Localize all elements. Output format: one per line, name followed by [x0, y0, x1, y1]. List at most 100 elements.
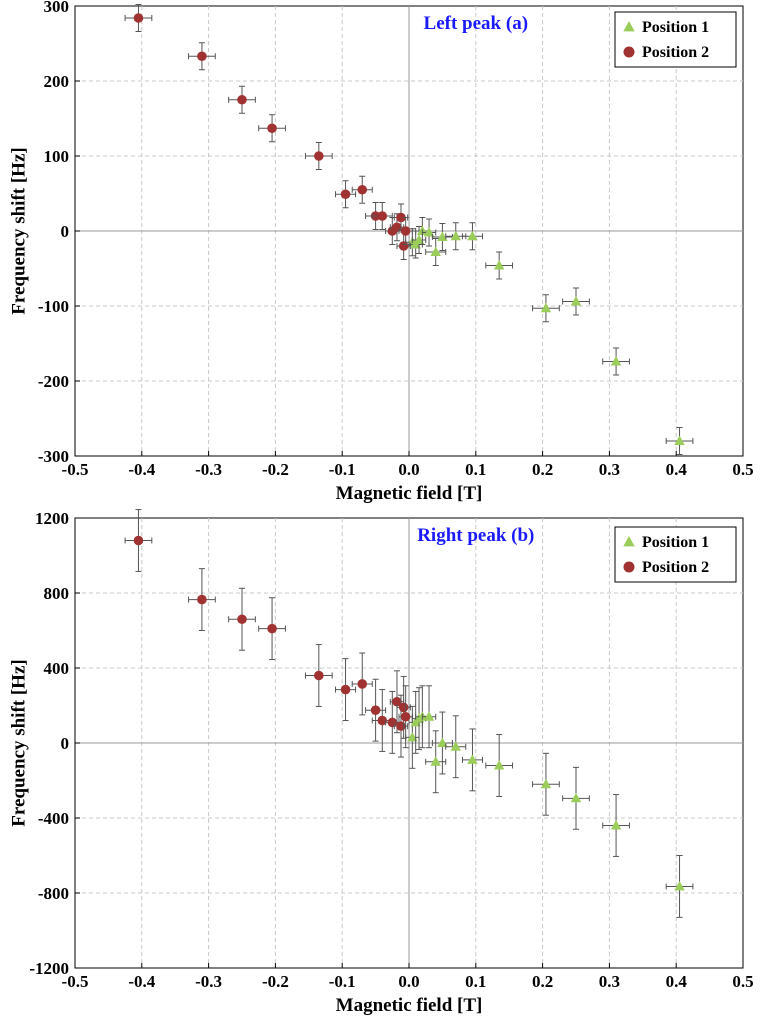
chart-panel-left-peak: -0.5 -0.4 -0.3 -0.2 -0.1 0.0 0.1 0.2 0.3 0.4 0.5 -… [8, 0, 753, 504]
legend: Position 1 Position 2 [614, 526, 737, 583]
data-point-position-2 [357, 184, 368, 195]
data-point-position-2 [340, 684, 351, 695]
data-point-position-1 [423, 711, 435, 721]
legend-label-position-2: Position 2 [642, 44, 709, 61]
data-point-position-2 [398, 241, 409, 251]
error-bar [258, 114, 286, 143]
y-tick-label: -100 [38, 297, 69, 316]
x-tick-label: 0.4 [666, 972, 688, 991]
x-tick-label: 0.2 [532, 972, 553, 991]
legend-circle-icon [623, 46, 635, 58]
data-point-position-2 [398, 702, 409, 713]
x-tick-label: -0.1 [329, 972, 356, 991]
y-tick-label: 0 [61, 222, 70, 241]
data-point-position-2 [267, 123, 277, 134]
x-tick-label: -0.3 [195, 972, 222, 991]
x-tick-label: 0.5 [732, 460, 753, 479]
data-point-position-2 [357, 679, 368, 689]
y-tick-label: 100 [44, 147, 70, 166]
data-point-position-2 [392, 696, 402, 707]
data-point-position-2 [400, 226, 411, 236]
data-point-position-2 [267, 623, 277, 634]
data-point-position-1 [423, 227, 435, 237]
data-point-position-2 [237, 94, 247, 105]
legend-label-position-1: Position 1 [642, 534, 709, 551]
data-point-position-2 [197, 594, 207, 605]
x-tick-label: 0.0 [398, 460, 419, 479]
y-tick-label: 1200 [35, 509, 69, 528]
x-tick-label: -0.5 [62, 972, 89, 991]
x-tick-label: 0.3 [599, 460, 620, 479]
data-point-position-2 [133, 13, 144, 23]
error-bar [461, 222, 483, 251]
y-tick-label: 400 [44, 659, 70, 678]
data-point-position-2 [133, 535, 144, 546]
data-point-position-1 [610, 356, 622, 366]
data-point-position-1 [407, 731, 418, 742]
data-point-position-1 [570, 792, 582, 803]
data-marks [124, 509, 694, 918]
y-tick-label: -1200 [29, 959, 69, 978]
data-point-position-2 [197, 51, 207, 62]
data-point-position-1 [437, 231, 448, 241]
x-axis-label: Magnetic field [T] [336, 483, 483, 504]
y-axis-label: Frequency shift [Hz] [8, 147, 29, 314]
chart-panel-right-peak: -0.5 -0.4 -0.3 -0.2 -0.1 0.0 0.1 0.2 0.3 0.4 0.5 -… [8, 509, 753, 1016]
data-point-position-2 [396, 212, 406, 223]
y-tick-labels: -1200 -800 -400 0 400 800 1200 [29, 509, 80, 978]
x-tick-label: -0.4 [128, 972, 155, 991]
data-point-position-2 [396, 721, 406, 731]
data-point-position-2 [314, 151, 324, 161]
legend-triangle-icon [623, 21, 635, 32]
data-point-position-1 [437, 737, 448, 747]
legend-triangle-icon [623, 536, 635, 547]
data-point-position-1 [450, 741, 461, 751]
legend-box [614, 526, 737, 583]
data-point-position-1 [493, 760, 505, 770]
chart-title: Right peak (b) [417, 525, 534, 546]
x-tick-label: 0.0 [398, 972, 419, 991]
x-tick-label: 0.1 [465, 972, 486, 991]
y-tick-label: -300 [38, 447, 69, 466]
legend-triangle-marker [623, 536, 635, 547]
data-point-position-2 [237, 614, 247, 625]
data-point-position-1 [570, 296, 582, 306]
y-tick-label: 0 [61, 734, 70, 753]
x-tick-labels: -0.5 -0.4 -0.3 -0.2 -0.1 0.0 0.1 0.2 0.3 0.4 0.5 [62, 451, 754, 479]
data-point-position-2 [377, 211, 388, 221]
data-marks [124, 4, 694, 455]
x-tick-label: -0.4 [128, 460, 155, 479]
data-point-position-1 [674, 435, 685, 445]
zero-lines [75, 518, 743, 968]
legend-box [614, 11, 737, 68]
legend: Position 1 Position 2 [614, 11, 737, 68]
data-point-position-1 [540, 778, 552, 789]
x-axis-label: Magnetic field [T] [336, 995, 483, 1016]
x-tick-label: -0.2 [262, 972, 289, 991]
x-tick-label: -0.3 [195, 460, 222, 479]
legend-label-position-1: Position 1 [642, 19, 709, 36]
x-tick-label: 0.2 [532, 460, 553, 479]
data-point-position-1 [467, 754, 478, 764]
y-tick-label: 200 [44, 72, 70, 91]
x-tick-label: -0.1 [329, 460, 356, 479]
x-tick-label: 0.4 [666, 460, 688, 479]
data-point-position-1 [493, 260, 505, 270]
legend-circle-icon [623, 561, 635, 573]
legend-circle-marker [623, 561, 635, 573]
x-tick-label: 0.3 [599, 972, 620, 991]
data-point-position-1 [610, 820, 622, 830]
y-axis-label: Frequency shift [Hz] [8, 659, 29, 826]
y-tick-label: 800 [44, 584, 70, 603]
data-point-position-1 [450, 230, 461, 241]
data-point-position-2 [377, 715, 388, 726]
chart-title: Left peak (a) [424, 13, 528, 34]
data-point-position-2 [340, 189, 351, 200]
y-tick-labels: -300 -200 -100 0 100 200 300 [38, 0, 80, 466]
y-tick-label: -200 [38, 372, 69, 391]
x-tick-label: -0.5 [62, 460, 89, 479]
data-point-position-1 [540, 302, 552, 313]
legend-triangle-marker [623, 21, 635, 32]
data-point-position-1 [430, 756, 441, 766]
